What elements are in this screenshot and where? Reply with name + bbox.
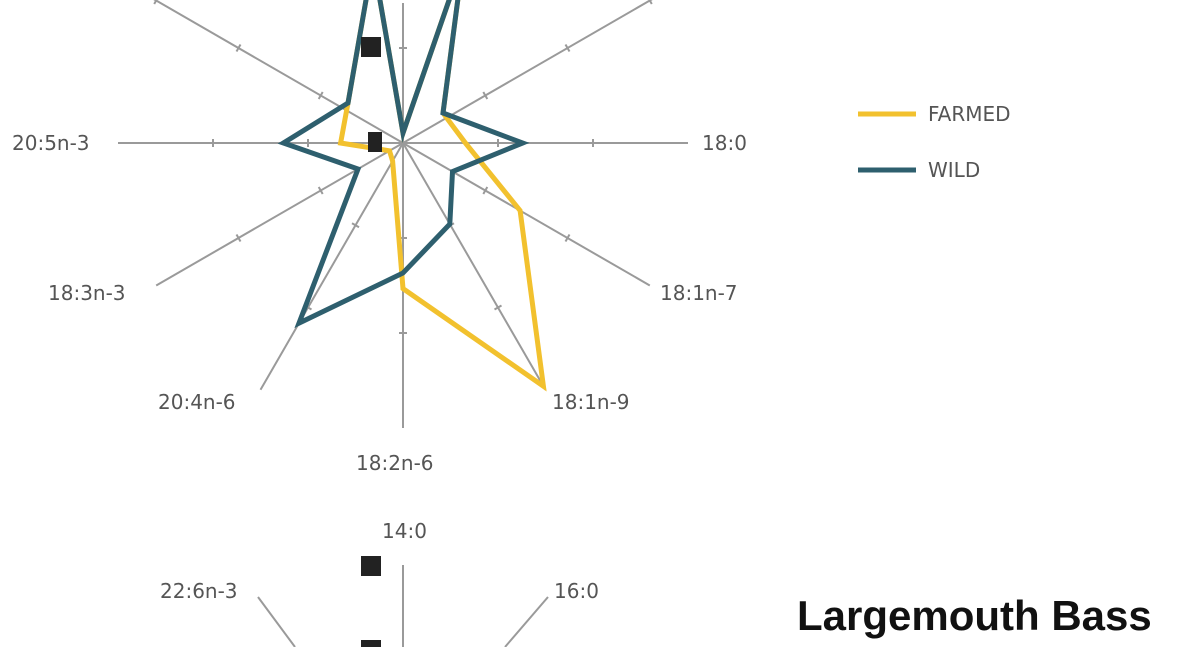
axis-label-18-3n-3: 18:3n-3 (48, 281, 126, 305)
axis-line-22-6n-3 (257, 596, 296, 647)
axis-line-20-4n-6 (259, 142, 404, 391)
axis-line-18-3n-3 (155, 142, 404, 287)
species-title: Largemouth Bass (797, 592, 1152, 639)
scale-marker (361, 37, 381, 57)
axis-line-18-1n-7 (402, 142, 651, 287)
axis-line-upper-right (402, 0, 653, 144)
axis-tick (482, 186, 489, 195)
axis-tick (153, 0, 158, 5)
axis-tick (317, 186, 324, 195)
axis-label-18-0: 18:0 (702, 131, 747, 155)
series-line-wild (277, 0, 530, 329)
upper-radar-chart: 20:5n-3 18:0 18:3n-3 18:1n-7 20:4n-6 18:… (12, 0, 747, 475)
legend-label-wild: WILD (928, 158, 980, 182)
axis-label-18-1n-7: 18:1n-7 (660, 281, 738, 305)
axis-tick (648, 0, 653, 5)
axis-label-22-6n-3: 22:6n-3 (160, 579, 238, 603)
legend-label-farmed: FARMED (928, 102, 1011, 126)
axis-label-20-5n-3: 20:5n-3 (12, 131, 90, 155)
axis-line-18-1n-9 (402, 142, 547, 391)
axis-label-16-0: 16:0 (554, 579, 599, 603)
axis-tick (317, 91, 324, 100)
series-line-farmed (337, 0, 547, 392)
axis-tick (482, 91, 489, 100)
axis-line-16-0 (504, 596, 549, 647)
axis-line-upper-left (153, 0, 404, 144)
scale-marker (361, 556, 381, 576)
axis-tick (564, 44, 571, 52)
legend: FARMED WILD (858, 102, 1011, 182)
axis-label-14-0: 14:0 (382, 519, 427, 543)
axis-tick (494, 304, 502, 311)
scale-marker (361, 640, 381, 647)
scale-marker (368, 132, 382, 152)
axis-label-20-4n-6: 20:4n-6 (158, 390, 236, 414)
axis-tick (235, 234, 242, 242)
axis-tick (564, 234, 571, 242)
axis-label-18-2n-6: 18:2n-6 (356, 451, 434, 475)
axis-tick (235, 44, 242, 52)
axis-label-18-1n-9: 18:1n-9 (552, 390, 630, 414)
lower-radar-chart: 14:0 16:0 22:6n-3 (160, 519, 599, 647)
axis-tick (351, 222, 360, 229)
